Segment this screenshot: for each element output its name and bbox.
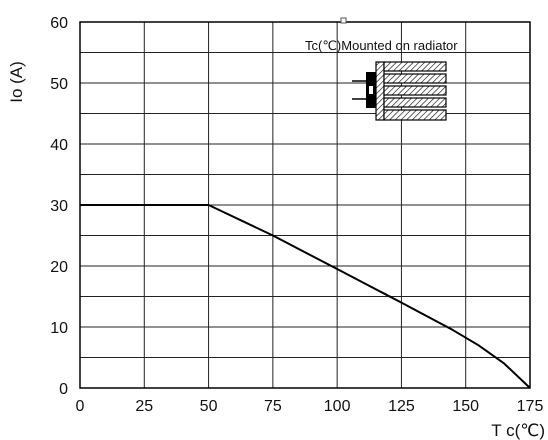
y-tick-label-6: 60	[50, 15, 68, 32]
x-tick-label-4: 100	[324, 398, 351, 415]
x-tick-label-7: 175	[517, 398, 544, 415]
x-tick-label-1: 25	[135, 398, 153, 415]
x-tick-label-2: 50	[200, 398, 218, 415]
x-tick-label-3: 75	[264, 398, 282, 415]
x-tick-label-0: 0	[76, 398, 85, 415]
y-tick-label-0: 0	[59, 381, 68, 398]
x-tick-label-5: 125	[388, 398, 415, 415]
x-tick-labels: 0 25 50 75 100 125 150 175	[76, 398, 544, 415]
x-axis-title: T c(℃)	[491, 421, 545, 440]
x-tick-label-6: 150	[452, 398, 479, 415]
y-tick-label-2: 20	[50, 259, 68, 276]
frame-handle-marker	[340, 17, 347, 24]
y-tick-label-5: 50	[50, 76, 68, 93]
heatsink-mounted-device-icon	[352, 61, 447, 121]
y-tick-labels: 0 10 20 30 40 50 60	[50, 15, 68, 398]
y-tick-label-1: 10	[50, 320, 68, 337]
mounting-annotation: Tc(℃)Mounted on radiator	[305, 38, 458, 53]
series-line	[80, 204, 531, 389]
y-tick-label-4: 40	[50, 137, 68, 154]
y-axis-title: Io (A)	[7, 61, 26, 103]
y-tick-label-3: 30	[50, 198, 68, 215]
